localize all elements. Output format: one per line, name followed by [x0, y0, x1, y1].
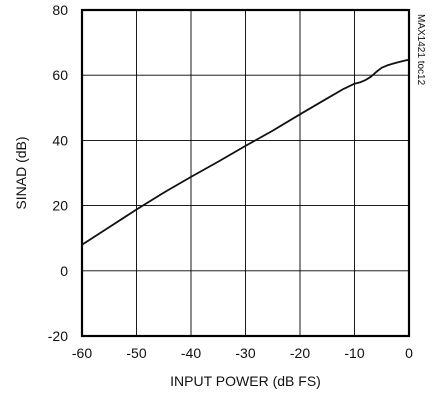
- y-tick-label: 40: [52, 132, 68, 148]
- y-tick-label: -20: [48, 328, 68, 344]
- x-tick-labels: -60 -50 -40 -30 -20 -10 0: [72, 345, 413, 361]
- figure-code-label: MAX1421 toc12: [415, 14, 426, 86]
- grid-lines: [81, 9, 410, 337]
- x-axis-label: INPUT POWER (dB FS): [170, 373, 321, 389]
- y-tick-label: 20: [52, 198, 68, 214]
- y-axis-label: SINAD (dB): [13, 136, 29, 209]
- plot-frame: [80, 8, 411, 338]
- x-tick-label: -50: [126, 345, 146, 361]
- x-tick-label: 0: [405, 345, 413, 361]
- y-tick-label: 0: [60, 263, 68, 279]
- x-tick-label: -30: [235, 345, 255, 361]
- y-tick-label: 80: [52, 2, 68, 18]
- y-tick-labels: 80 60 40 20 0 -20: [48, 2, 68, 344]
- sinad-series-line: [81, 58, 410, 246]
- x-tick-label: -10: [344, 345, 364, 361]
- x-tick-label: -20: [290, 345, 310, 361]
- y-tick-label: 60: [52, 67, 68, 83]
- x-tick-label: -40: [181, 345, 201, 361]
- x-tick-label: -60: [72, 345, 92, 361]
